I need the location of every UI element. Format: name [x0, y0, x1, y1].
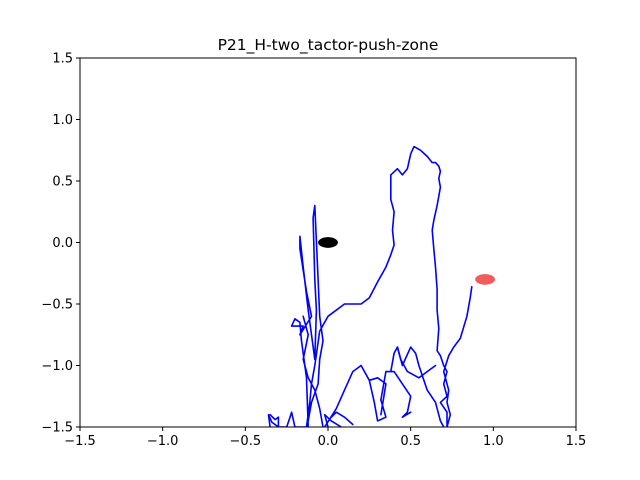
y-tick-label: 0.0 [52, 236, 73, 251]
x-tick-label: 1.5 [566, 434, 587, 449]
x-tick-label: 0.0 [318, 434, 339, 449]
x-axis: −1.5 −1.0 −0.5 0.0 0.5 1.0 1.5 [64, 427, 586, 449]
trajectory-segment [396, 346, 437, 379]
trajectory-segment [368, 377, 387, 416]
trajectory-segment [323, 413, 342, 427]
trajectory-segment [269, 413, 280, 427]
trajectory-segment [330, 411, 354, 426]
x-tick-label: −1.5 [64, 434, 96, 449]
x-tick-label: 1.0 [483, 434, 504, 449]
origin-marker [318, 237, 338, 248]
y-tick-label: 0.5 [52, 175, 73, 190]
trajectory-segment [323, 364, 387, 427]
x-tick-label: −1.0 [147, 434, 179, 449]
y-tick-label: −1.5 [41, 421, 73, 436]
chart-title: P21_H-two_tactor-push-zone [218, 36, 439, 55]
y-tick-label: 1.5 [52, 52, 73, 67]
y-tick-label: −0.5 [41, 298, 73, 313]
data-layer [267, 145, 495, 427]
trajectory-segment [380, 370, 412, 418]
y-tick-label: −1.0 [41, 359, 73, 374]
x-tick-label: 0.5 [400, 434, 421, 449]
trajectory-line [267, 145, 473, 427]
y-axis: −1.5 −1.0 −0.5 0.0 0.5 1.0 1.5 [41, 52, 80, 436]
trajectory-segment [302, 315, 324, 427]
trajectory-segment [390, 346, 445, 427]
y-tick-label: 1.0 [52, 113, 73, 128]
x-tick-label: −0.5 [230, 434, 262, 449]
target-marker [475, 274, 495, 285]
